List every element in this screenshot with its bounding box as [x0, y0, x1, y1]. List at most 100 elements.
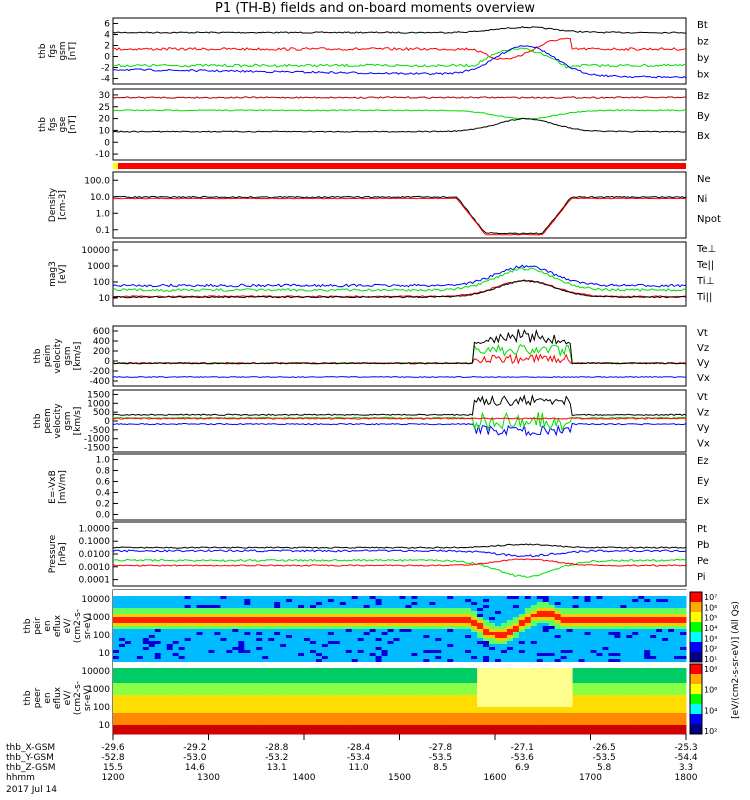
- ion-spec-cell: [423, 617, 430, 621]
- ion-spec-cell: [638, 602, 645, 606]
- ion-spec-cell: [656, 626, 663, 630]
- elec-spec-cell: [477, 707, 484, 711]
- ion-spec-cell: [178, 608, 186, 612]
- ion-spec-cell: [268, 641, 275, 645]
- ion-spec-cell: [632, 635, 639, 639]
- ion-spec-cell: [399, 599, 406, 603]
- elec-spec-cell: [674, 701, 681, 705]
- elec-spec-cell: [477, 713, 484, 717]
- ion-spec-cell: [530, 632, 538, 636]
- elec-spec-cell: [500, 713, 508, 717]
- elec-spec-cell: [638, 692, 645, 696]
- ion-spec-cell: [554, 653, 562, 657]
- ion-spec-cell: [351, 629, 359, 633]
- ion-spec-cell: [572, 614, 580, 618]
- elec-spec-cell: [674, 671, 681, 675]
- elec-spec-cell: [411, 707, 418, 711]
- elec-spec-cell: [357, 722, 365, 726]
- ion-spec-cell: [214, 653, 221, 657]
- ion-spec-cell: [566, 620, 574, 624]
- elec-spec-cell: [363, 695, 371, 699]
- elec-spec-cell: [309, 713, 317, 717]
- elec-spec-cell: [142, 719, 150, 723]
- ion-spec-cell: [369, 590, 377, 594]
- ion-spec-cell: [369, 641, 377, 645]
- ion-spec-cell: [644, 623, 651, 627]
- elec-spec-cell: [524, 725, 532, 729]
- ion-spec-cell: [423, 596, 430, 600]
- elec-spec-cell: [417, 671, 424, 675]
- ion-spec-cell: [232, 623, 239, 627]
- elec-spec-cell: [327, 728, 335, 732]
- elec-spec-cell: [614, 671, 621, 675]
- ion-spec-cell: [178, 659, 186, 663]
- ion-spec-cell: [441, 611, 448, 615]
- ion-spec-cell: [530, 629, 538, 633]
- elec-spec-cell: [309, 692, 317, 696]
- elec-spec-cell: [638, 680, 645, 684]
- elec-spec-cell: [560, 683, 568, 687]
- ion-spec-cell: [548, 599, 556, 603]
- ion-spec-cell: [136, 599, 144, 603]
- elec-spec-cell: [160, 689, 168, 693]
- ion-spec-cell: [256, 593, 263, 597]
- ion-spec-cell: [489, 623, 496, 627]
- elec-spec-cell: [495, 722, 502, 726]
- ion-spec-cell: [363, 602, 371, 606]
- elec-spec-cell: [327, 680, 335, 684]
- ion-spec-cell: [483, 623, 490, 627]
- ion-spec-cell: [118, 611, 126, 615]
- ytick-label-peer-3: 10: [99, 721, 111, 731]
- elec-spec-cell: [548, 704, 556, 708]
- elec-spec-cell: [262, 686, 269, 690]
- xaxis-value-1-6: -53.5: [592, 753, 615, 763]
- elec-spec-cell: [453, 692, 460, 696]
- ion-spec-cell: [226, 629, 233, 633]
- elec-spec-cell: [369, 686, 377, 690]
- elec-spec-cell: [560, 713, 568, 717]
- elec-spec-cell: [274, 710, 281, 714]
- ion-spec-cell: [423, 656, 430, 660]
- ion-spec-cell: [680, 656, 687, 660]
- elec-spec-cell: [429, 710, 436, 714]
- ion-spec-cell: [113, 650, 120, 654]
- elec-spec-cell: [548, 728, 556, 732]
- ion-spec-cell: [124, 590, 132, 594]
- elec-spec-cell: [620, 698, 627, 702]
- ion-spec-cell: [226, 635, 233, 639]
- elec-spec-cell: [471, 689, 478, 693]
- elec-spec-cell: [536, 713, 544, 717]
- ion-spec-cell: [423, 653, 430, 657]
- ion-spec-cell: [662, 659, 669, 663]
- elec-spec-cell: [518, 713, 526, 717]
- ion-spec-cell: [435, 608, 442, 612]
- elec-spec-cell: [375, 695, 383, 699]
- elec-spec-cell: [136, 662, 144, 666]
- elec-spec-cell: [262, 671, 269, 675]
- elec-spec-cell: [596, 707, 603, 711]
- ion-spec-cell: [548, 620, 556, 624]
- elec-spec-cell: [423, 692, 430, 696]
- legend-fgs_gse-0: Bz: [697, 91, 709, 102]
- elec-spec-cell: [542, 662, 550, 666]
- elec-spec-cell: [572, 713, 580, 717]
- elec-spec-cell: [453, 707, 460, 711]
- elec-spec-cell: [477, 689, 484, 693]
- ion-spec-cell: [298, 647, 305, 651]
- elec-spec-cell: [548, 713, 556, 717]
- elec-spec-cell: [524, 686, 532, 690]
- elec-spec-cell: [447, 707, 454, 711]
- elec-spec-cell: [304, 725, 311, 729]
- ion-spec-cell: [656, 608, 663, 612]
- elec-spec-cell: [638, 665, 645, 669]
- elec-spec-cell: [465, 707, 472, 711]
- elec-spec-cell: [512, 716, 520, 720]
- elec-spec-cell: [387, 668, 395, 672]
- elec-spec-cell: [339, 725, 347, 729]
- elec-spec-cell: [160, 695, 168, 699]
- elec-spec-cell: [578, 716, 586, 720]
- elec-spec-cell: [309, 701, 317, 705]
- ion-spec-cell: [429, 611, 436, 615]
- elec-spec-cell: [262, 701, 269, 705]
- elec-spec-cell: [495, 692, 502, 696]
